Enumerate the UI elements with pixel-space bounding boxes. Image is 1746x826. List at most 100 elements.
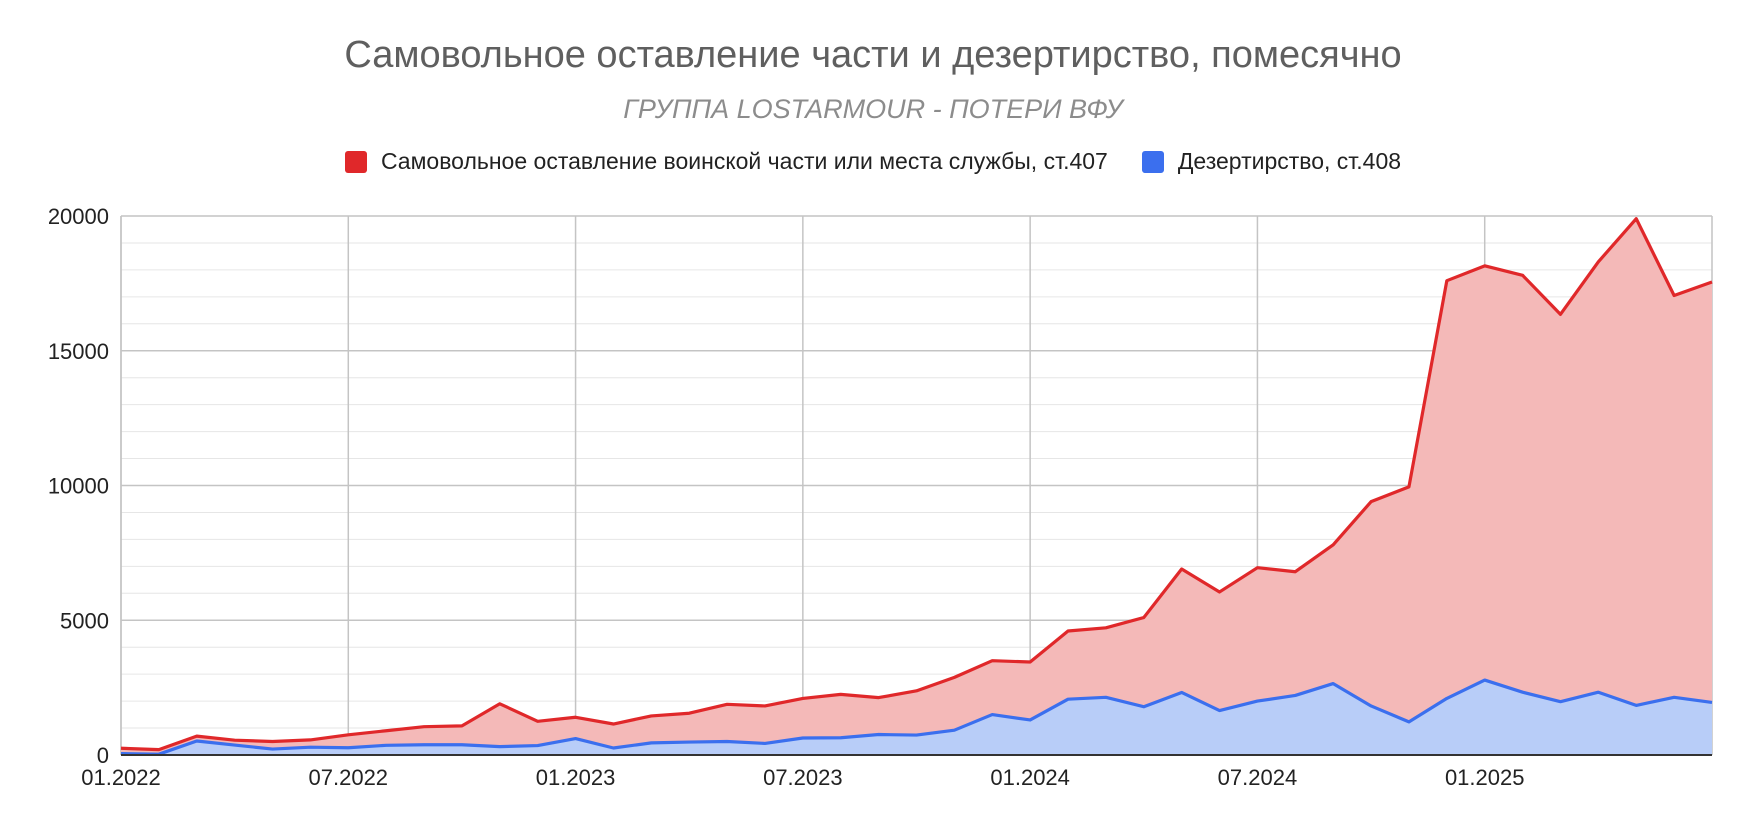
data-point-series-1[interactable]	[308, 745, 312, 749]
data-point-series-0[interactable]	[687, 711, 691, 715]
data-point-series-1[interactable]	[1369, 704, 1373, 708]
data-point-series-1[interactable]	[1407, 720, 1411, 724]
data-point-series-1[interactable]	[1104, 695, 1108, 699]
data-point-series-0[interactable]	[877, 696, 881, 700]
data-point-series-1[interactable]	[839, 736, 843, 740]
data-point-series-1[interactable]	[1596, 690, 1600, 694]
x-tick-label: 07.2024	[1218, 765, 1298, 790]
data-point-series-1[interactable]	[1255, 699, 1259, 703]
data-point-series-1[interactable]	[346, 746, 350, 750]
data-point-series-1[interactable]	[915, 733, 919, 737]
data-point-series-1[interactable]	[649, 741, 653, 745]
data-point-series-1[interactable]	[271, 747, 275, 751]
data-point-series-0[interactable]	[1331, 543, 1335, 547]
data-point-series-0[interactable]	[763, 704, 767, 708]
data-point-series-0[interactable]	[1558, 312, 1562, 316]
data-point-series-0[interactable]	[308, 738, 312, 742]
area-layer	[121, 218, 1712, 755]
data-point-series-0[interactable]	[915, 689, 919, 693]
data-point-series-0[interactable]	[1028, 660, 1032, 664]
data-point-series-1[interactable]	[1634, 703, 1638, 707]
data-point-series-0[interactable]	[1142, 616, 1146, 620]
data-point-series-1[interactable]	[384, 743, 388, 747]
data-point-series-1[interactable]	[1521, 690, 1525, 694]
data-point-series-1[interactable]	[1445, 696, 1449, 700]
data-point-series-1[interactable]	[460, 743, 464, 747]
data-point-series-0[interactable]	[271, 740, 275, 744]
data-point-series-0[interactable]	[990, 659, 994, 663]
line-series-1[interactable]	[120, 678, 1713, 756]
data-point-series-0[interactable]	[422, 725, 426, 729]
data-point-series-0[interactable]	[1521, 273, 1525, 277]
data-point-series-0[interactable]	[460, 724, 464, 728]
data-point-series-0[interactable]	[1710, 280, 1714, 284]
data-point-series-0[interactable]	[1596, 260, 1600, 264]
data-point-series-1[interactable]	[1028, 718, 1032, 722]
data-point-series-1[interactable]	[611, 746, 615, 750]
chart-subtitle: ГРУППА LOSTARMOUR - ПОТЕРИ ВФУ	[623, 94, 1123, 124]
data-point-series-0[interactable]	[1672, 294, 1676, 298]
data-point-series-0[interactable]	[1218, 590, 1222, 594]
data-point-series-1[interactable]	[990, 713, 994, 717]
data-point-series-0[interactable]	[1104, 626, 1108, 630]
legend-label-art407: Самовольное оставление воинской части ил…	[380, 148, 1108, 174]
data-point-series-0[interactable]	[157, 748, 161, 752]
area-series-1	[121, 680, 1712, 755]
data-point-series-1[interactable]	[952, 728, 956, 732]
data-point-series-1[interactable]	[725, 740, 729, 744]
y-tick-label: 10000	[48, 474, 109, 499]
data-point-series-1[interactable]	[1558, 700, 1562, 704]
data-point-series-0[interactable]	[1293, 570, 1297, 574]
data-point-series-0[interactable]	[725, 702, 729, 706]
legend-item-art407[interactable]: Самовольное оставление воинской части ил…	[344, 148, 1108, 175]
y-tick-label: 5000	[60, 608, 109, 633]
data-point-series-0[interactable]	[1483, 264, 1487, 268]
data-point-series-1[interactable]	[422, 743, 426, 747]
data-point-series-1[interactable]	[195, 739, 199, 743]
data-point-series-0[interactable]	[346, 733, 350, 737]
data-point-series-0[interactable]	[649, 714, 653, 718]
x-tick-label: 07.2023	[763, 765, 843, 790]
data-point-series-0[interactable]	[195, 734, 199, 738]
data-point-series-1[interactable]	[1331, 682, 1335, 686]
data-point-series-0[interactable]	[536, 719, 540, 723]
legend-item-art408[interactable]: Дезертирство, ст.408	[1141, 148, 1402, 175]
data-point-series-1[interactable]	[233, 743, 237, 747]
data-point-series-0[interactable]	[498, 702, 502, 706]
data-point-series-1[interactable]	[1293, 693, 1297, 697]
data-point-series-1[interactable]	[1142, 705, 1146, 709]
data-point-series-1[interactable]	[498, 745, 502, 749]
data-point-series-1[interactable]	[687, 740, 691, 744]
data-point-series-0[interactable]	[384, 729, 388, 733]
data-point-series-1[interactable]	[1066, 697, 1070, 701]
data-point-series-1[interactable]	[1710, 700, 1714, 704]
data-point-series-0[interactable]	[1255, 566, 1259, 570]
data-point-series-0[interactable]	[801, 696, 805, 700]
legend-label-art408: Дезертирство, ст.408	[1177, 148, 1402, 174]
data-point-series-0[interactable]	[952, 675, 956, 679]
data-point-series-1[interactable]	[574, 737, 578, 741]
data-point-series-1[interactable]	[801, 736, 805, 740]
data-point-series-1[interactable]	[1180, 690, 1184, 694]
data-point-series-0[interactable]	[233, 738, 237, 742]
line-layer	[119, 217, 1714, 756]
data-point-series-1[interactable]	[536, 744, 540, 748]
data-point-series-1[interactable]	[877, 733, 881, 737]
data-point-series-0[interactable]	[1445, 279, 1449, 283]
data-point-series-0[interactable]	[119, 746, 123, 750]
data-point-series-0[interactable]	[1634, 217, 1638, 221]
data-point-series-0[interactable]	[1066, 629, 1070, 633]
data-point-series-1[interactable]	[1483, 678, 1487, 682]
data-point-series-1[interactable]	[1672, 695, 1676, 699]
y-tick-label: 20000	[48, 204, 109, 229]
data-point-series-0[interactable]	[1180, 567, 1184, 571]
line-series-0[interactable]	[120, 217, 1713, 752]
data-point-series-0[interactable]	[611, 722, 615, 726]
legend-swatch-art408	[1141, 150, 1164, 173]
data-point-series-0[interactable]	[839, 692, 843, 696]
data-point-series-0[interactable]	[574, 715, 578, 719]
data-point-series-0[interactable]	[1369, 500, 1373, 504]
data-point-series-1[interactable]	[1218, 709, 1222, 713]
data-point-series-0[interactable]	[1407, 485, 1411, 489]
data-point-series-1[interactable]	[763, 741, 767, 745]
